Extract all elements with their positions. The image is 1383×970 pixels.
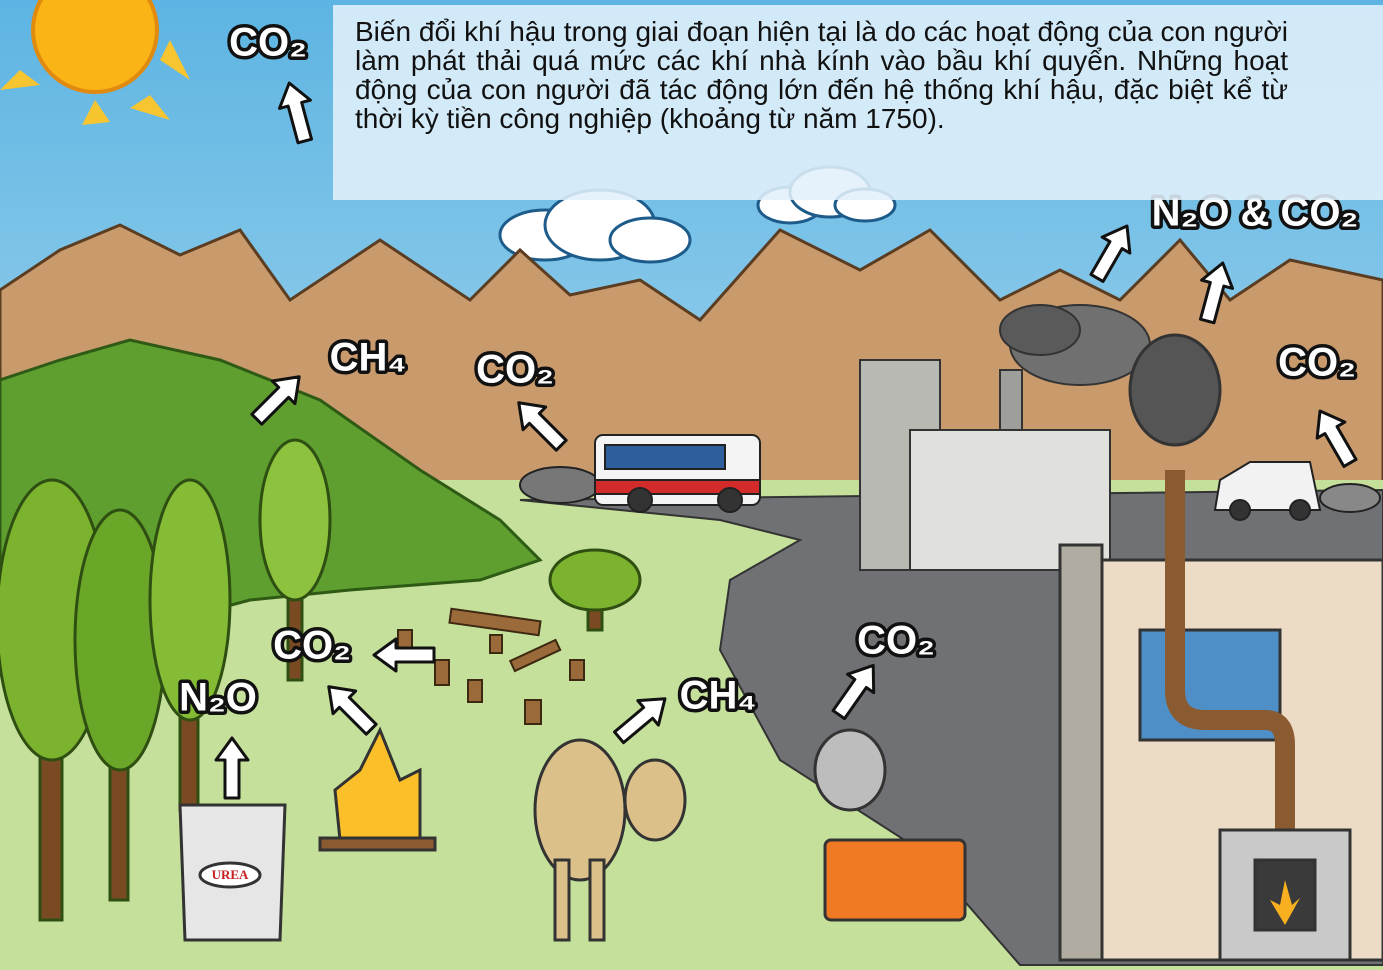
gas-label: CO₂ (273, 624, 351, 668)
bag-label: UREA (212, 867, 249, 882)
gas-label: CO₂ (1278, 341, 1356, 385)
page: UREA CO₂ CH₄ CO₂ CO₂ N₂O CH₄ CO₂ N₂O & C… (0, 0, 1383, 970)
paragraph: Biến đổi khí hậu trong giai đoạn hiện tạ… (333, 5, 1383, 200)
gas-label: CO₂ (857, 619, 935, 663)
gas-label: CO₂ (476, 348, 554, 392)
gas-label: CH₄ (330, 336, 407, 380)
urea-bag: UREA (180, 805, 285, 940)
gas-label: CO₂ (229, 21, 307, 65)
gas-label: CH₄ (680, 674, 757, 718)
gas-label: N₂O (179, 676, 257, 720)
